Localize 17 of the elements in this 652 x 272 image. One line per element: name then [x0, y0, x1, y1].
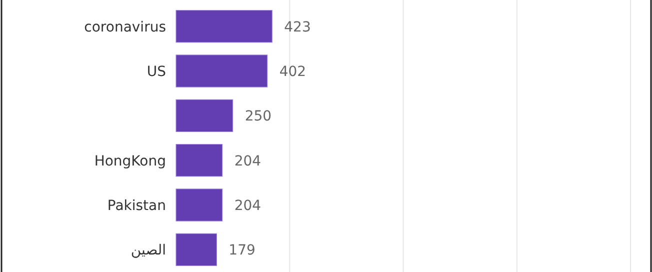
bar: [176, 233, 217, 266]
bar: [176, 144, 223, 177]
data-label: 250: [244, 108, 272, 125]
bar: [176, 188, 223, 222]
data-label: 204: [234, 198, 262, 214]
bar: [176, 10, 272, 43]
data-label: 204: [234, 153, 262, 170]
y-tick-label: US: [146, 64, 166, 80]
data-label: 423: [284, 19, 311, 36]
y-tick-label: الصين: [130, 242, 166, 259]
bar: [176, 54, 268, 88]
y-tick-label: coronavirus: [84, 19, 166, 36]
data-label: 402: [279, 64, 306, 80]
y-tick-label: Pakistan: [107, 198, 166, 214]
data-label: 179: [228, 242, 256, 259]
bar: [176, 99, 234, 132]
y-tick-label: HongKong: [94, 153, 166, 170]
